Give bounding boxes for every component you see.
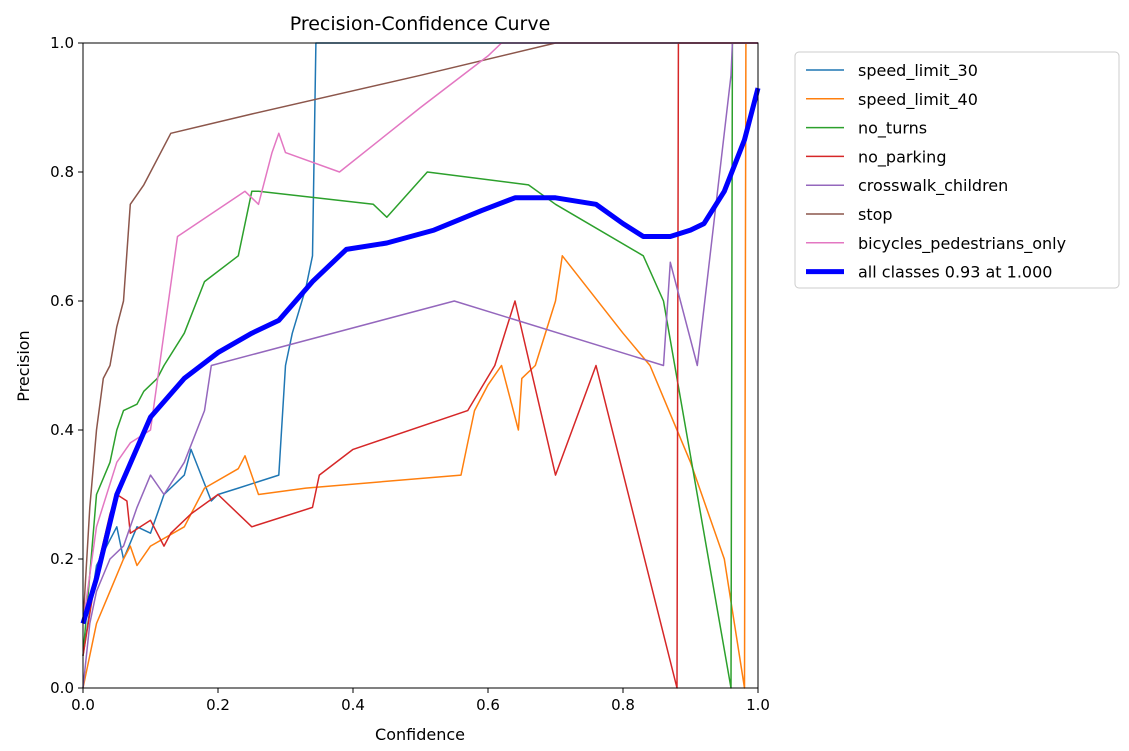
series-line-6 <box>82 42 758 624</box>
legend-label: all classes 0.93 at 1.000 <box>858 263 1052 282</box>
axis-ticks: 0.0 0.2 0.4 0.6 0.8 1.0 0.0 0.2 0.4 0.6 0.8 1.0 <box>50 34 770 714</box>
plot-lines <box>80 42 761 689</box>
x-tick-label: 1.0 <box>746 696 770 714</box>
legend-label: speed_limit_30 <box>858 61 978 81</box>
series-line-5 <box>82 42 758 624</box>
x-tick-label: 0.2 <box>206 696 230 714</box>
legend-label: no_parking <box>858 147 946 167</box>
legend-label: stop <box>858 205 893 224</box>
legend-label: bicycles_pedestrians_only <box>858 234 1066 254</box>
series-line-4 <box>82 42 758 689</box>
x-tick-label: 0.8 <box>611 696 635 714</box>
y-tick-label: 0.0 <box>50 679 74 697</box>
legend-label: speed_limit_40 <box>858 90 978 110</box>
x-axis-label: Confidence <box>375 725 465 744</box>
x-tick-label: 0.6 <box>476 696 500 714</box>
series-line-2 <box>82 42 758 689</box>
legend-label: crosswalk_children <box>858 176 1008 196</box>
legend-label: no_turns <box>858 119 927 139</box>
x-tick-label: 0.4 <box>341 696 365 714</box>
series-line-1 <box>82 42 758 689</box>
legend: speed_limit_30 speed_limit_40 no_turns no_p… <box>794 51 1120 289</box>
chart-title: Precision-Confidence Curve <box>290 13 551 35</box>
plot-frame <box>82 42 759 689</box>
y-tick-label: 1.0 <box>50 34 74 52</box>
y-axis-label: Precision <box>14 330 33 401</box>
y-tick-label: 0.6 <box>50 292 74 310</box>
y-tick-label: 0.2 <box>50 550 74 568</box>
x-tick-label: 0.0 <box>71 696 95 714</box>
series-line-3 <box>82 42 758 689</box>
y-tick-label: 0.8 <box>50 163 74 181</box>
legend-box <box>794 51 1120 289</box>
y-tick-label: 0.4 <box>50 421 74 439</box>
series-line-7 <box>80 87 761 625</box>
